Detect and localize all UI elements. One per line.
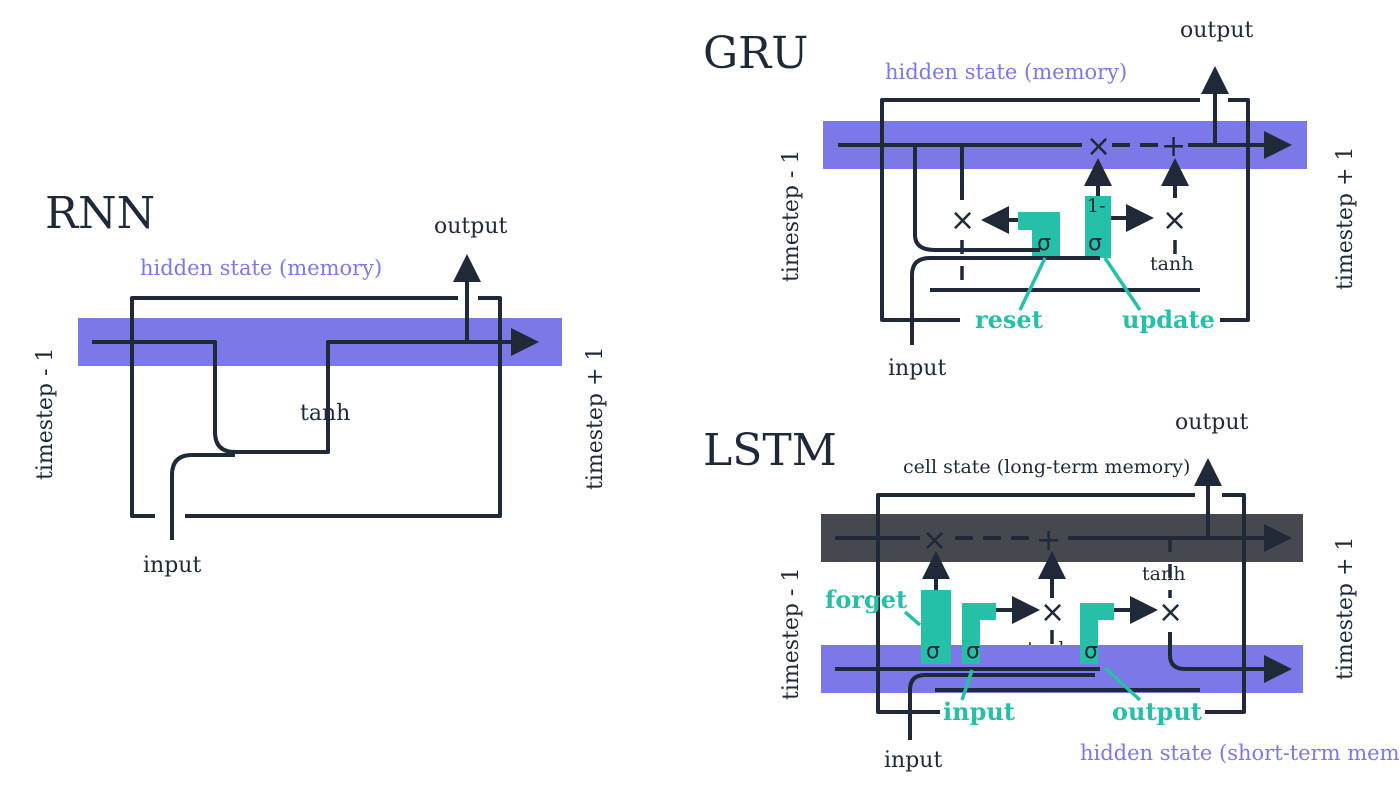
lstm-input-line bbox=[908, 673, 1095, 740]
lstm-forget-label: forget bbox=[825, 585, 907, 614]
rnn-tanh-label: tanh bbox=[300, 401, 350, 426]
gru-input-line bbox=[910, 256, 1100, 345]
rnn-input-line bbox=[170, 453, 235, 540]
gru-update-sigma: σ bbox=[1088, 231, 1102, 256]
gru-reset-label: reset bbox=[975, 305, 1043, 334]
lstm-diagram: LSTM cell state (long-term memory) outpu… bbox=[703, 410, 1400, 773]
gru-loop-left bbox=[880, 98, 1200, 322]
gru-update-gate bbox=[1085, 196, 1111, 258]
lstm-output-pointer bbox=[1103, 666, 1142, 702]
gru-add-icon: + bbox=[1161, 129, 1186, 164]
lstm-prev-timestep-label: timestep - 1 bbox=[779, 568, 804, 700]
gru-reset-multiply-icon: × bbox=[950, 203, 975, 238]
rnn-next-timestep-label: timestep + 1 bbox=[583, 347, 608, 490]
lstm-hidden-out bbox=[1168, 632, 1292, 683]
rnn-prev-timestep-label: timestep - 1 bbox=[33, 348, 58, 480]
rnn-loop-left bbox=[130, 296, 458, 518]
gru-diagram: GRU hidden state (memory) output input t… bbox=[703, 18, 1358, 381]
gru-input-label: input bbox=[888, 356, 946, 381]
lstm-output-multiply-icon: × bbox=[1158, 595, 1183, 630]
gru-title: GRU bbox=[703, 28, 808, 79]
lstm-next-timestep-label: timestep + 1 bbox=[1333, 537, 1358, 680]
gru-tanh-label: tanh bbox=[1150, 253, 1193, 275]
lstm-add-icon: + bbox=[1036, 523, 1061, 558]
lstm-output-label: output bbox=[1175, 410, 1249, 435]
rnn-output-label: output bbox=[434, 214, 508, 239]
gru-one-minus: 1- bbox=[1087, 195, 1106, 217]
lstm-forget-sigma: σ bbox=[926, 639, 940, 664]
gru-update-pointer bbox=[1103, 257, 1142, 311]
gru-multiply-icon: × bbox=[1086, 129, 1111, 164]
gru-loop-right bbox=[1220, 98, 1250, 322]
lstm-input-sigma: σ bbox=[966, 639, 980, 664]
rnn-hidden-flow bbox=[92, 328, 539, 454]
lstm-output-sigma: σ bbox=[1084, 639, 1098, 664]
gru-candidate-multiply-icon: × bbox=[1162, 203, 1187, 238]
rnn-diagram: RNN hidden state (memory) output input t… bbox=[33, 188, 608, 578]
lstm-output-gate-label: output bbox=[1112, 697, 1202, 726]
lstm-input-pointer bbox=[960, 669, 974, 701]
lstm-loop-right bbox=[1205, 493, 1246, 714]
lstm-input-multiply-icon: × bbox=[1040, 595, 1065, 630]
gru-reset-sigma: σ bbox=[1037, 231, 1051, 256]
lstm-cell-state-label: cell state (long-term memory) bbox=[903, 456, 1190, 478]
gru-reset-gate bbox=[1018, 212, 1060, 258]
lstm-forget-gate bbox=[921, 590, 951, 664]
gru-reset-pointer bbox=[1018, 257, 1047, 311]
lstm-forget-pointer bbox=[903, 610, 922, 627]
rnn-loop-right bbox=[185, 296, 502, 518]
lstm-title: LSTM bbox=[703, 425, 837, 476]
lstm-tanh-cell-label: tanh bbox=[1142, 563, 1185, 585]
gru-update-label: update bbox=[1122, 305, 1215, 334]
lstm-input-label: input bbox=[884, 748, 942, 773]
lstm-input-gate bbox=[962, 603, 996, 664]
rnn-title: RNN bbox=[45, 188, 155, 239]
rnn-hidden-state-label: hidden state (memory) bbox=[140, 256, 382, 280]
lstm-hidden-state-label: hidden state (short-term memory) bbox=[1080, 741, 1400, 765]
lstm-input-gate-label: input bbox=[943, 697, 1015, 726]
gru-next-timestep-label: timestep + 1 bbox=[1333, 147, 1358, 290]
gru-hidden-to-gates bbox=[913, 145, 1040, 252]
lstm-forget-multiply-icon: × bbox=[922, 523, 947, 558]
gru-prev-timestep-label: timestep - 1 bbox=[779, 150, 804, 282]
lstm-output-gate bbox=[1080, 603, 1114, 664]
gru-hidden-state-label: hidden state (memory) bbox=[885, 60, 1127, 84]
rnn-input-label: input bbox=[143, 553, 201, 578]
gru-output-label: output bbox=[1180, 18, 1254, 43]
